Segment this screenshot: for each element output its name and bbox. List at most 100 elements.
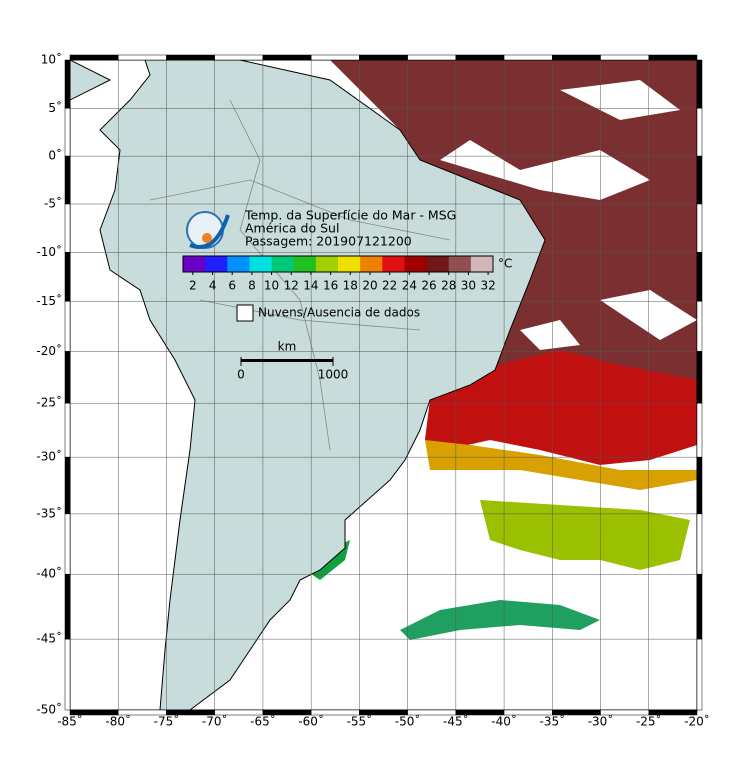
lon-label: -80˚ <box>105 714 131 729</box>
sst-orange <box>425 440 697 490</box>
frame-segment <box>64 513 71 575</box>
colorbar-label: 14 <box>303 279 318 293</box>
colorbar-swatch <box>360 256 383 272</box>
frame-segment <box>696 59 703 109</box>
frame-segment <box>503 54 553 61</box>
lon-label: -25˚ <box>636 714 662 729</box>
lon-label: -30˚ <box>588 714 614 729</box>
scale-unit: km <box>278 340 297 354</box>
lat-label: -10˚ <box>36 244 62 259</box>
lon-label: -85˚ <box>57 714 83 729</box>
frame-segment <box>648 54 698 61</box>
frame-segment <box>696 456 703 515</box>
colorbar-swatch <box>227 256 250 272</box>
cloud-swatch <box>236 304 254 322</box>
title-line: Temp. da Superfície do Mar - MSG <box>244 208 456 223</box>
frame-segment <box>696 252 703 302</box>
lat-label: -40˚ <box>36 566 62 581</box>
frame-segment <box>64 155 71 205</box>
colorbar-swatch <box>205 256 228 272</box>
colorbar-label: 30 <box>461 279 476 293</box>
colorbar-swatch <box>315 256 339 272</box>
colorbar-swatch <box>448 256 472 272</box>
colorbar-label: 28 <box>441 279 456 293</box>
lon-label: -40˚ <box>491 714 517 729</box>
colorbar-label: 32 <box>480 279 495 293</box>
frame-segment <box>64 301 71 352</box>
frame-segment <box>262 54 312 61</box>
frame-segment <box>64 638 71 711</box>
frame-segment <box>696 351 703 404</box>
lat-label: -15˚ <box>36 293 62 308</box>
frame-segment <box>64 203 71 253</box>
scale-bar-body <box>241 359 333 362</box>
colorbar-label: 26 <box>421 279 436 293</box>
frame-segment <box>455 54 505 61</box>
colorbar-swatch <box>470 256 494 272</box>
scale-label: 0 <box>237 368 245 382</box>
colorbar-swatch <box>338 256 361 272</box>
frame-segment <box>696 573 703 640</box>
lon-label: -45˚ <box>443 714 469 729</box>
colorbar-label: 24 <box>402 279 417 293</box>
frame-segment <box>117 54 167 61</box>
frame-segment <box>407 54 457 61</box>
lat-label: -50˚ <box>36 702 62 717</box>
sst-red <box>425 350 697 465</box>
colorbar-label: 18 <box>343 279 358 293</box>
frame-segment <box>64 573 71 640</box>
lon-label: -70˚ <box>202 714 228 729</box>
colorbar-label: 20 <box>362 279 377 293</box>
lat-label: -5˚ <box>44 196 62 211</box>
title-line: América do Sul <box>245 221 339 236</box>
colorbar-unit: °C <box>498 257 512 271</box>
lat-label: 0˚ <box>48 148 62 163</box>
colorbar-label: 2 <box>189 279 197 293</box>
frame-segment <box>64 59 71 109</box>
lon-label: -50˚ <box>395 714 421 729</box>
frame-segment <box>310 54 360 61</box>
colorbar-swatch <box>426 256 450 272</box>
lat-label: -45˚ <box>36 631 62 646</box>
colorbar-label: 16 <box>323 279 338 293</box>
colorbar: 2 4 6 8 10 12 14 16 18 20 22 24 26 28 30 32°C <box>182 255 512 293</box>
colorbar-label: 12 <box>284 279 299 293</box>
sst-yellow <box>480 500 690 570</box>
scale-label: 1000 <box>318 368 349 382</box>
lon-label: -60˚ <box>298 714 324 729</box>
lat-label: 10˚ <box>41 52 62 67</box>
colorbar-swatch <box>271 256 295 272</box>
lat-label: -35˚ <box>36 505 62 520</box>
lat-label: -25˚ <box>36 395 62 410</box>
scale-bar: 0 1000 <box>237 357 348 382</box>
frame-segment <box>696 155 703 205</box>
frame-segment <box>359 54 408 61</box>
frame-segment <box>64 108 71 157</box>
frame-segment <box>64 402 71 458</box>
colorbar-label: 8 <box>248 279 256 293</box>
frame-segment <box>696 203 703 253</box>
colorbar-swatch <box>404 256 428 272</box>
colorbar-frame <box>182 255 494 273</box>
frame-segment <box>696 638 703 711</box>
frame-segment <box>214 54 264 61</box>
title-line: Passagem: 201907121200 <box>245 234 412 249</box>
lat-label: 5˚ <box>48 100 62 115</box>
inpe-logo <box>186 211 230 249</box>
colorbar-swatch <box>249 256 273 272</box>
frame-segment <box>64 351 71 404</box>
colorbar-label: 10 <box>264 279 279 293</box>
lon-label: -75˚ <box>154 714 180 729</box>
frame-segment <box>696 301 703 352</box>
frame-segment <box>552 54 601 61</box>
sst-field <box>305 60 697 640</box>
lat-label: -20˚ <box>36 343 62 358</box>
sst-green <box>400 600 600 640</box>
frame-segment <box>166 54 215 61</box>
frame-segment <box>64 252 71 302</box>
frame-segment <box>648 709 698 716</box>
cloud-legend: Nuvens/Ausencia de dados <box>258 306 420 320</box>
frame-segment <box>600 54 650 61</box>
colorbar-label: 4 <box>209 279 217 293</box>
lon-label: -20˚ <box>684 714 710 729</box>
